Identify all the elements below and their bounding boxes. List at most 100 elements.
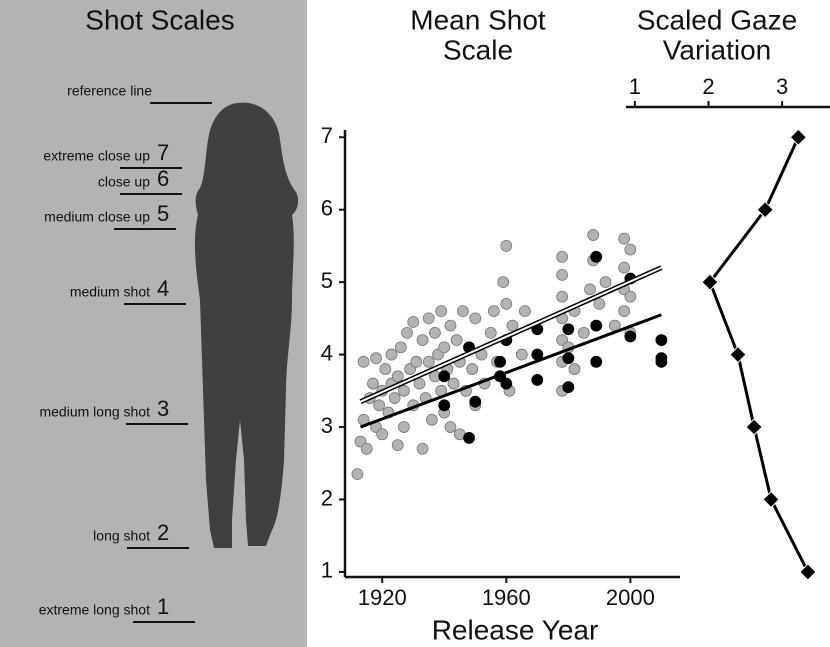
- x-tick-label: 1960: [482, 585, 531, 610]
- x-tick-label: 1: [629, 74, 641, 99]
- point: [625, 244, 636, 255]
- gaze-marker: [746, 419, 762, 435]
- point: [395, 342, 406, 353]
- point: [389, 393, 400, 404]
- chart-title: Mean Shot: [410, 4, 546, 35]
- point: [656, 353, 667, 364]
- chart-title: Scaled Gaze: [637, 4, 797, 35]
- shot-label: extreme close up: [43, 148, 150, 164]
- point: [495, 356, 506, 367]
- shot-label: long shot: [93, 528, 150, 544]
- figure: Shot Scales reference line extreme close …: [0, 0, 830, 647]
- point: [501, 240, 512, 251]
- shot-number: 7: [157, 140, 169, 165]
- point: [352, 469, 363, 480]
- point: [402, 327, 413, 338]
- point: [594, 298, 605, 309]
- point: [417, 335, 428, 346]
- point: [585, 284, 596, 295]
- point: [588, 230, 599, 241]
- point: [377, 429, 388, 440]
- point: [380, 364, 391, 375]
- point: [423, 356, 434, 367]
- point: [371, 353, 382, 364]
- shot-number: 4: [157, 276, 169, 301]
- point: [557, 291, 568, 302]
- point: [578, 327, 589, 338]
- shot-label: medium shot: [70, 284, 150, 300]
- shot-number: 3: [157, 396, 169, 421]
- shot-number: 6: [157, 166, 169, 191]
- point: [439, 342, 450, 353]
- point: [358, 356, 369, 367]
- y-tick-label: 5: [321, 268, 333, 293]
- y-tick-label: 6: [321, 196, 333, 221]
- point: [600, 277, 611, 288]
- point: [557, 251, 568, 262]
- point: [411, 356, 422, 367]
- shot-label: medium long shot: [39, 404, 150, 420]
- gaze-marker: [730, 347, 746, 363]
- y-tick-label: 4: [321, 340, 333, 365]
- point: [436, 306, 447, 317]
- panel-title: Shot Scales: [85, 4, 234, 35]
- shot-label: close up: [98, 174, 150, 190]
- point: [392, 440, 403, 451]
- point: [591, 320, 602, 331]
- x-tick-label: 1920: [358, 585, 407, 610]
- point: [374, 400, 385, 411]
- point: [423, 313, 434, 324]
- x-axis-label: Release Year: [432, 614, 599, 645]
- point: [470, 313, 481, 324]
- point: [488, 306, 499, 317]
- shot-label: reference line: [67, 83, 152, 99]
- chart-title: Scale: [443, 34, 513, 65]
- point: [445, 320, 456, 331]
- point: [619, 306, 630, 317]
- point: [408, 316, 419, 327]
- point: [498, 277, 509, 288]
- point: [361, 443, 372, 454]
- shot-label: extreme long shot: [39, 602, 150, 618]
- y-tick-label: 1: [321, 558, 333, 583]
- point: [563, 382, 574, 393]
- point: [451, 335, 462, 346]
- point: [367, 378, 378, 389]
- point: [429, 327, 440, 338]
- point: [398, 385, 409, 396]
- point: [619, 262, 630, 273]
- point: [501, 378, 512, 389]
- point: [563, 353, 574, 364]
- point: [619, 233, 630, 244]
- point: [656, 335, 667, 346]
- point: [501, 298, 512, 309]
- point: [392, 371, 403, 382]
- point: [625, 331, 636, 342]
- point: [445, 422, 456, 433]
- y-tick-label: 3: [321, 413, 333, 438]
- point: [519, 306, 530, 317]
- chart-title: Variation: [663, 34, 771, 65]
- gaze-marker: [800, 564, 816, 580]
- point: [569, 364, 580, 375]
- point: [467, 364, 478, 375]
- point: [563, 324, 574, 335]
- shot-number: 2: [157, 520, 169, 545]
- point: [426, 414, 437, 425]
- point: [439, 400, 450, 411]
- point: [386, 349, 397, 360]
- point: [448, 378, 459, 389]
- point: [507, 320, 518, 331]
- point: [625, 291, 636, 302]
- point: [591, 356, 602, 367]
- point: [470, 396, 481, 407]
- y-tick-label: 7: [321, 123, 333, 148]
- point: [439, 371, 450, 382]
- point: [485, 327, 496, 338]
- point: [398, 422, 409, 433]
- point: [464, 432, 475, 443]
- shot-number: 5: [157, 201, 169, 226]
- point: [457, 306, 468, 317]
- y-tick-label: 2: [321, 485, 333, 510]
- point: [417, 443, 428, 454]
